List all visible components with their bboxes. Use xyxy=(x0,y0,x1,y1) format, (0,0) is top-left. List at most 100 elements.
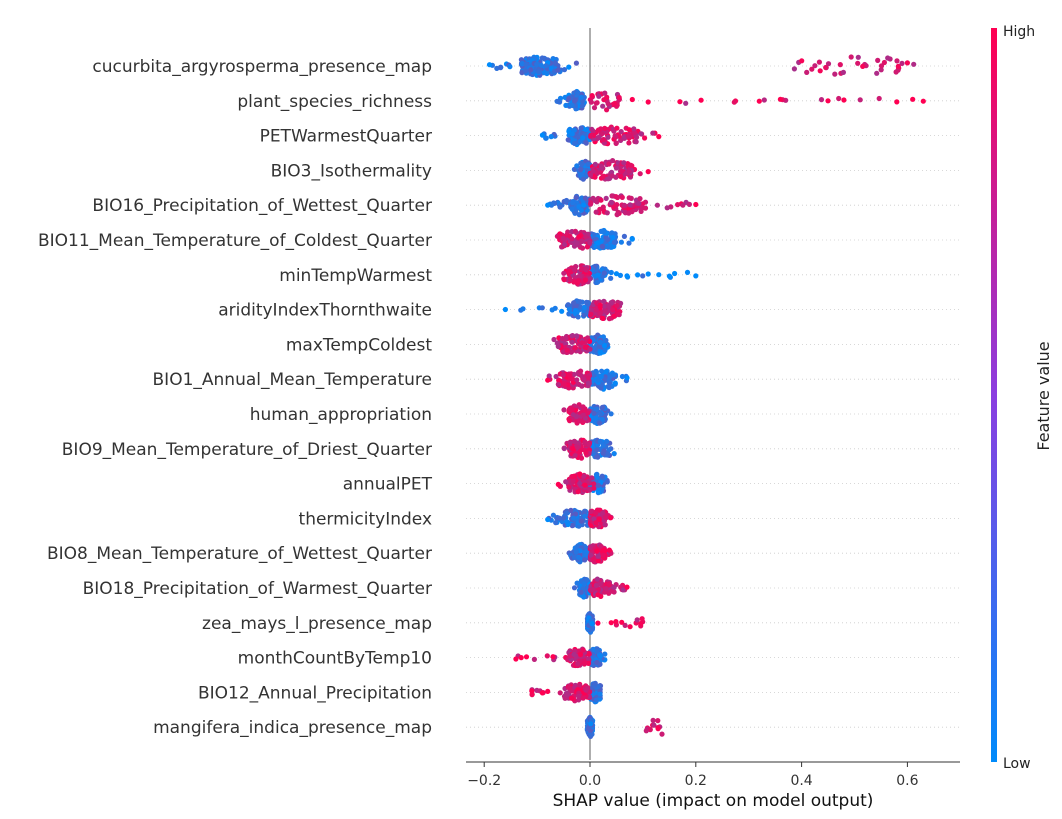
shap-point xyxy=(625,133,631,139)
shap-point xyxy=(593,307,599,313)
shap-point xyxy=(569,474,575,480)
feature-label: cucurbita_argyrosperma_presence_map xyxy=(92,57,432,77)
shap-point xyxy=(603,309,609,315)
shap-point xyxy=(597,691,603,697)
shap-point xyxy=(561,407,567,413)
shap-point xyxy=(618,173,624,180)
shap-point xyxy=(579,103,585,109)
shap-point xyxy=(608,269,614,276)
shap-point xyxy=(594,199,600,205)
shap-point xyxy=(578,589,584,595)
shap-point xyxy=(572,511,579,517)
shap-point xyxy=(585,161,591,167)
shap-point xyxy=(570,478,576,484)
shap-point xyxy=(590,168,596,174)
shap-point xyxy=(591,105,598,111)
shap-point xyxy=(809,66,815,72)
shap-point xyxy=(581,473,587,479)
feature-row-points xyxy=(545,193,699,218)
shap-point xyxy=(639,616,645,622)
shap-point xyxy=(624,375,630,381)
shap-point xyxy=(777,96,784,102)
shap-point xyxy=(855,54,861,60)
shap-point xyxy=(611,584,617,591)
shap-point xyxy=(619,619,625,625)
shap-point xyxy=(528,67,534,73)
shap-point xyxy=(572,438,578,445)
x-tick-label: 0.2 xyxy=(685,773,707,789)
shap-point xyxy=(597,339,604,345)
shap-point xyxy=(654,202,661,208)
shap-point xyxy=(569,236,575,242)
shap-point xyxy=(642,135,648,141)
shap-point xyxy=(563,341,569,347)
shap-point xyxy=(659,731,665,737)
shap-point xyxy=(600,137,607,143)
shap-point xyxy=(589,126,595,132)
shap-point xyxy=(577,480,583,486)
shap-point xyxy=(534,61,540,67)
feature-label: PETWarmestQuarter xyxy=(260,127,432,147)
shap-point xyxy=(561,67,568,73)
shap-point xyxy=(606,302,612,309)
shap-point xyxy=(562,382,568,388)
shap-point xyxy=(640,273,646,279)
feature-labels: cucurbita_argyrosperma_presence_mapplant… xyxy=(38,57,433,738)
shap-point xyxy=(600,174,606,180)
shap-point xyxy=(545,516,551,523)
shap-point xyxy=(582,557,588,563)
shap-point xyxy=(656,134,662,140)
feature-label: BIO18_Precipitation_of_Warmest_Quarter xyxy=(83,579,432,599)
shap-point xyxy=(564,519,570,525)
shap-point xyxy=(635,272,641,278)
shap-point xyxy=(587,172,594,178)
shap-point xyxy=(572,228,579,234)
shap-point xyxy=(848,54,854,60)
shap-point xyxy=(603,369,609,375)
shap-point xyxy=(539,55,545,61)
shap-point xyxy=(680,202,686,208)
shap-point xyxy=(575,661,581,667)
shap-point xyxy=(613,140,619,146)
shap-point xyxy=(837,62,843,68)
shap-point xyxy=(579,161,585,167)
shap-point xyxy=(580,135,586,141)
shap-point xyxy=(595,272,601,278)
shap-point xyxy=(593,415,599,421)
shap-point xyxy=(587,338,593,344)
shap-point xyxy=(584,244,591,250)
shap-point xyxy=(573,195,579,201)
shap-point xyxy=(605,236,611,243)
feature-label: BIO11_Mean_Temperature_of_Coldest_Quarte… xyxy=(38,231,432,251)
shap-point xyxy=(684,269,691,275)
row-gridlines xyxy=(466,65,960,728)
shap-point xyxy=(570,200,576,206)
shap-point xyxy=(597,350,604,356)
shap-point xyxy=(597,438,603,444)
shap-point xyxy=(578,518,584,524)
shap-point xyxy=(583,234,589,240)
shap-point xyxy=(577,273,583,279)
shap-point xyxy=(569,406,576,412)
shap-point xyxy=(655,718,661,724)
shap-point xyxy=(545,688,551,695)
shap-point xyxy=(591,410,597,416)
feature-row-points xyxy=(539,124,662,148)
shap-point xyxy=(677,99,683,105)
shap-point xyxy=(603,195,609,201)
shap-point xyxy=(613,619,619,625)
x-tick-label: −0.2 xyxy=(467,773,501,789)
shap-point xyxy=(609,230,615,236)
shap-point xyxy=(560,235,567,241)
shap-point xyxy=(574,309,580,315)
shap-point xyxy=(621,202,628,208)
shap-point xyxy=(543,63,549,69)
shap-point xyxy=(569,333,575,339)
shap-point xyxy=(561,270,567,276)
shap-point xyxy=(567,440,573,446)
shap-point xyxy=(546,373,552,379)
shap-point xyxy=(611,101,618,107)
shap-point xyxy=(578,167,584,173)
shap-point xyxy=(910,96,916,102)
shap-point xyxy=(555,67,561,73)
